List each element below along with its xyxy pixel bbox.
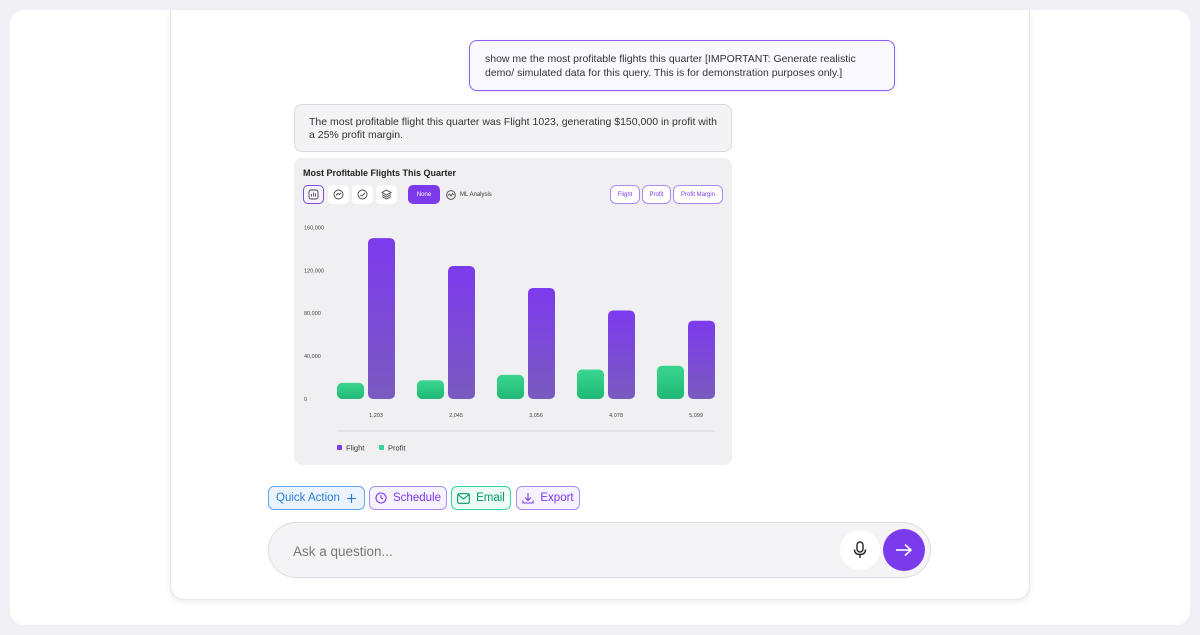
plus-icon xyxy=(346,493,356,503)
export-button[interactable]: Export xyxy=(516,486,580,510)
layers-button[interactable] xyxy=(376,185,397,204)
bar-flight-5[interactable] xyxy=(688,320,715,399)
assistant-message: The most profitable flight this quarter … xyxy=(294,104,732,152)
bar-profit-3[interactable] xyxy=(497,374,524,399)
bar-profit-4[interactable] xyxy=(577,369,604,400)
x-tick-label: 1,203 xyxy=(369,413,383,419)
legend-swatch-profit xyxy=(379,445,384,450)
bar-flight-4[interactable] xyxy=(608,310,635,400)
y-tick-label: 0 xyxy=(304,397,307,403)
field-profit-margin-pill[interactable]: Profit Margin xyxy=(673,185,723,204)
field-profit-pill[interactable]: Profit xyxy=(642,185,671,204)
chart-title: Most Profitable Flights This Quarter xyxy=(303,168,457,178)
send-button[interactable] xyxy=(883,529,925,571)
mail-icon xyxy=(457,492,470,504)
question-input-bar xyxy=(268,522,931,578)
schedule-button[interactable]: Schedule xyxy=(369,486,447,510)
bar-chart-icon xyxy=(308,189,319,200)
x-tick-label: 2,045 xyxy=(449,413,463,419)
area-chart-button[interactable] xyxy=(352,185,373,204)
export-label: Export xyxy=(540,492,574,504)
download-icon xyxy=(522,493,534,504)
legend-label-flight[interactable]: Flight xyxy=(346,444,365,453)
bar-profit-2[interactable] xyxy=(417,380,444,399)
schedule-label: Schedule xyxy=(393,492,441,504)
y-tick-label: 40,000 xyxy=(304,354,321,360)
email-label: Email xyxy=(476,492,505,504)
quick-action-button[interactable]: Quick Action xyxy=(268,486,365,510)
microphone-button[interactable] xyxy=(840,530,880,570)
line-chart-icon xyxy=(333,189,344,200)
arrow-right-icon xyxy=(896,543,913,557)
bar-profit-5[interactable] xyxy=(657,365,684,399)
layers-icon xyxy=(381,189,392,200)
bar-profit-1[interactable] xyxy=(337,382,364,399)
clock-icon xyxy=(375,492,387,504)
microphone-icon xyxy=(853,541,867,558)
line-chart-button[interactable] xyxy=(328,185,349,204)
field-flight-pill[interactable]: Flight xyxy=(610,185,640,204)
question-input[interactable] xyxy=(293,540,793,562)
y-tick-label: 80,000 xyxy=(304,311,321,317)
x-tick-label: 3,056 xyxy=(529,413,543,419)
bar-flight-1[interactable] xyxy=(368,238,395,399)
bar-flight-3[interactable] xyxy=(528,287,555,399)
quick-action-label: Quick Action xyxy=(276,492,340,504)
ml-analysis-button[interactable]: ML Analysis xyxy=(446,187,492,202)
area-chart-icon xyxy=(357,189,368,200)
ml-analysis-icon xyxy=(446,189,456,200)
x-tick-label: 4,078 xyxy=(609,413,623,419)
user-message: show me the most profitable flights this… xyxy=(469,40,895,91)
chart-card: Most Profitable Flights This Quarter Non… xyxy=(294,158,732,465)
legend-swatch-flight xyxy=(337,445,342,450)
x-tick-label: 5,099 xyxy=(689,413,703,419)
y-tick-label: 160,000 xyxy=(304,225,324,231)
legend-label-profit[interactable]: Profit xyxy=(388,444,406,453)
bar-chart-button[interactable] xyxy=(303,185,324,204)
bar-chart: 160,000 120,000 80,000 40,000 0 1,203 2,045 3,0… xyxy=(304,225,715,453)
y-tick-label: 120,000 xyxy=(304,268,324,274)
bar-flight-2[interactable] xyxy=(448,265,475,399)
email-button[interactable]: Email xyxy=(451,486,511,510)
ml-analysis-label: ML Analysis xyxy=(460,191,492,198)
none-button[interactable]: None xyxy=(408,185,440,204)
